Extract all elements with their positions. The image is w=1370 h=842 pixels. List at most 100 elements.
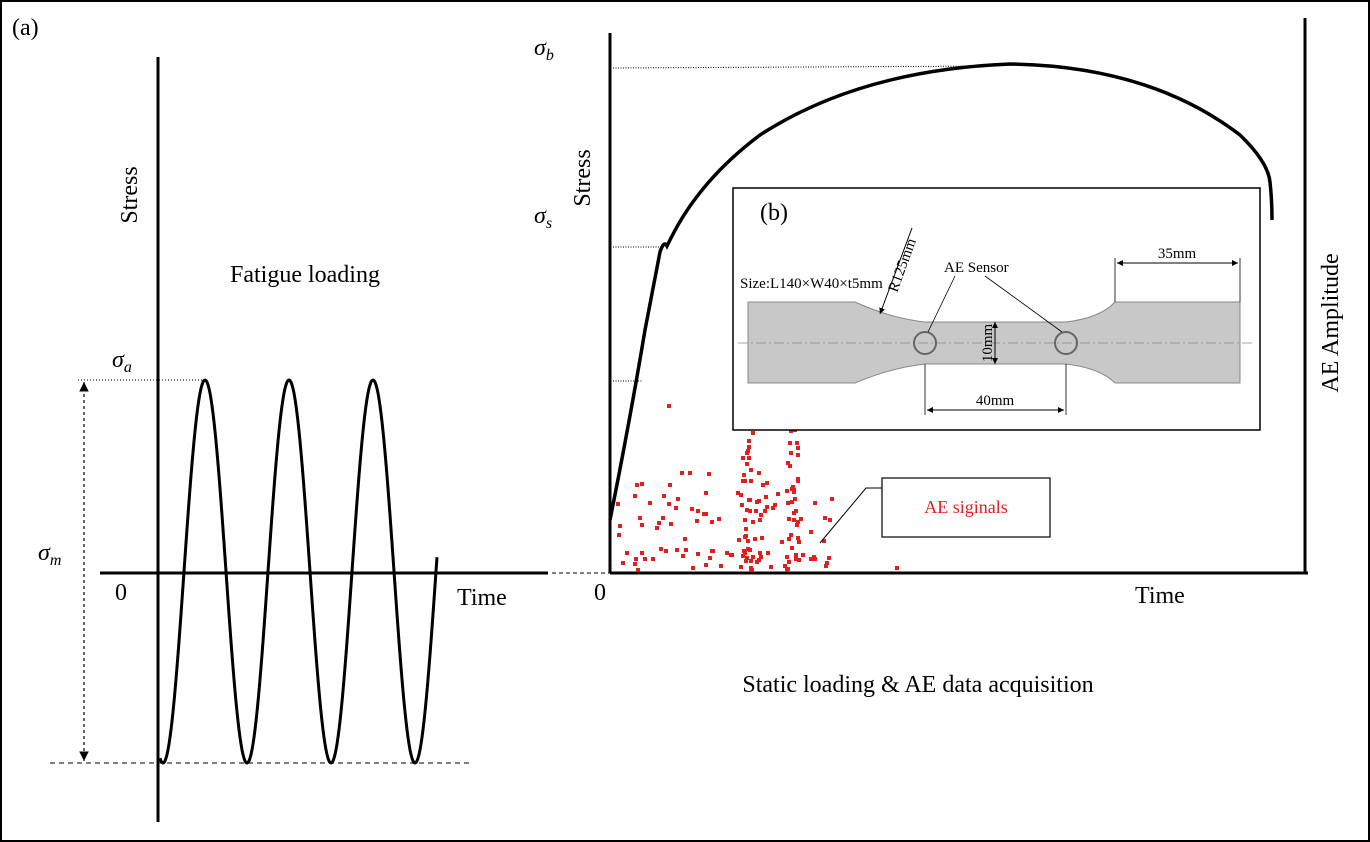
ae-dot bbox=[695, 519, 699, 523]
symbol: σ bbox=[534, 35, 547, 61]
size-label: Size:L140×W40×t5mm bbox=[740, 276, 883, 292]
ae-dot bbox=[745, 462, 749, 466]
ae-dot bbox=[747, 456, 751, 460]
ae-dot bbox=[753, 537, 757, 541]
ae-dot bbox=[769, 565, 773, 569]
y2-axis-label: AE Amplitude bbox=[1318, 253, 1344, 392]
ae-dot bbox=[771, 506, 775, 510]
ae-dot bbox=[742, 473, 746, 477]
ae-dot bbox=[813, 557, 817, 561]
subscript: m bbox=[50, 552, 62, 569]
ae-dot bbox=[801, 553, 805, 557]
ae-dot bbox=[746, 539, 750, 543]
ae-dot bbox=[794, 509, 798, 513]
guide-line bbox=[612, 65, 1001, 69]
ae-dot bbox=[895, 566, 899, 570]
callout-text: AE siginals bbox=[924, 497, 1008, 517]
ae-dot bbox=[794, 557, 798, 561]
ae-dot bbox=[822, 539, 826, 543]
ae-dot bbox=[717, 517, 721, 521]
ae-dot bbox=[765, 481, 769, 485]
ae-dot bbox=[745, 556, 749, 560]
sensor-leader bbox=[984, 275, 1063, 333]
ae-dot bbox=[827, 556, 831, 560]
stress-strain-curve bbox=[608, 62, 1274, 521]
panel-label: (a) bbox=[12, 15, 39, 41]
ae-dot bbox=[616, 502, 620, 506]
ae-dot bbox=[786, 567, 790, 571]
ae-dot bbox=[702, 512, 706, 516]
dimension-label: 35mm bbox=[1158, 246, 1197, 262]
ae-dot bbox=[683, 537, 687, 541]
ae-dot bbox=[684, 548, 688, 552]
fatigue-wave bbox=[158, 378, 439, 765]
ae-dot bbox=[655, 526, 659, 530]
ae-dot bbox=[725, 551, 729, 555]
ae-dot bbox=[636, 568, 640, 572]
ae-dot bbox=[758, 551, 762, 555]
ae-dot bbox=[787, 537, 791, 541]
ae-dot bbox=[633, 494, 637, 498]
ae-dot bbox=[792, 490, 796, 494]
ae-dot bbox=[667, 502, 671, 506]
ae-dot bbox=[789, 451, 793, 455]
symbol: σ bbox=[534, 203, 547, 229]
ae-dot bbox=[792, 518, 796, 522]
ae-dot bbox=[710, 520, 714, 524]
subscript: s bbox=[546, 215, 552, 232]
panel-title: Fatigue loading bbox=[230, 262, 380, 288]
sensor bbox=[913, 331, 937, 355]
ae-dot bbox=[657, 521, 661, 525]
ae-dot bbox=[796, 536, 800, 540]
ae-dot bbox=[766, 551, 770, 555]
subscript: b bbox=[546, 47, 554, 64]
y-axis-label: Stress bbox=[117, 166, 143, 223]
ae-dot bbox=[758, 518, 762, 522]
panel-label: (b) bbox=[760, 200, 788, 226]
ae-dot bbox=[751, 431, 755, 435]
ae-dot bbox=[757, 558, 761, 562]
callout-leader bbox=[819, 487, 882, 544]
ae-dot bbox=[747, 498, 751, 502]
ae-dot bbox=[744, 559, 748, 563]
ae-dot bbox=[661, 516, 665, 520]
ae-dot bbox=[760, 536, 764, 540]
ae-dot bbox=[676, 497, 680, 501]
ae-dot bbox=[681, 554, 685, 558]
ae-dot bbox=[710, 549, 714, 553]
sigma-s: σs bbox=[534, 203, 552, 232]
ae-dot bbox=[791, 485, 795, 489]
ae-dot bbox=[789, 429, 793, 433]
ae-dot bbox=[749, 568, 753, 572]
ae-dot bbox=[787, 560, 791, 564]
sensor bbox=[1054, 331, 1078, 355]
ae-dot bbox=[690, 507, 694, 511]
ae-dot bbox=[787, 517, 791, 521]
radius-leader bbox=[879, 227, 913, 315]
ae-dot bbox=[643, 557, 647, 561]
ae-dot bbox=[748, 509, 752, 513]
ae-dot bbox=[790, 500, 794, 504]
ae-dot bbox=[780, 540, 784, 544]
ae-dot bbox=[745, 508, 749, 512]
ae-dot bbox=[743, 535, 747, 539]
ae-dot bbox=[635, 483, 639, 487]
ae-dot bbox=[704, 491, 708, 495]
ae-dot bbox=[743, 479, 747, 483]
ae-dot bbox=[669, 522, 673, 526]
ae-dot bbox=[691, 566, 695, 570]
ae-dot bbox=[743, 551, 747, 555]
ae-dot bbox=[796, 453, 800, 457]
ae-dot bbox=[759, 513, 763, 517]
ae-dot bbox=[688, 471, 692, 475]
ae-dot bbox=[799, 517, 803, 521]
symbol: σ bbox=[38, 540, 51, 566]
ae-dot bbox=[680, 471, 684, 475]
ae-dot bbox=[796, 520, 800, 524]
ae-dot bbox=[824, 564, 828, 568]
ae-dot bbox=[640, 523, 644, 527]
ae-dot bbox=[788, 441, 792, 445]
sensor-leader bbox=[927, 275, 956, 333]
ae-dot bbox=[797, 558, 801, 562]
